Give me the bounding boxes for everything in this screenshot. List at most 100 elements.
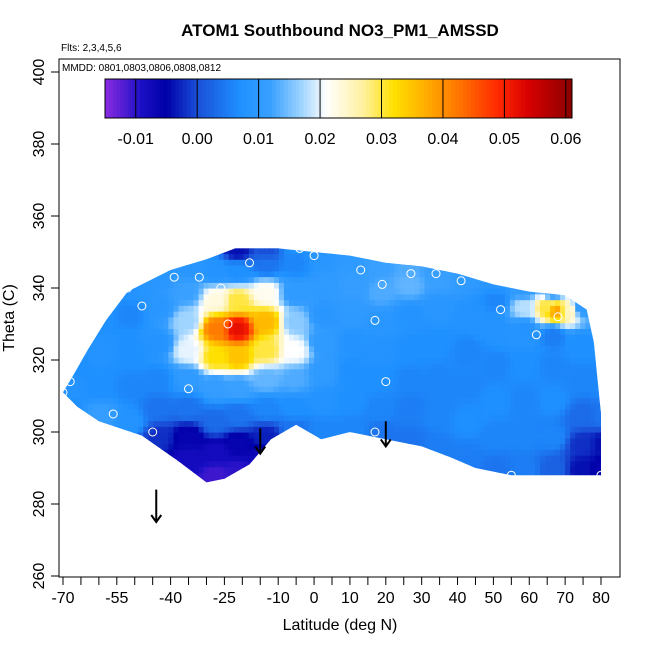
heatmap-cell: [384, 334, 390, 341]
heatmap-cell: [148, 305, 154, 312]
heatmap-cell: [499, 328, 506, 335]
heatmap-cell: [273, 385, 280, 393]
heatmap-cell: [319, 270, 325, 278]
heatmap-cell: [344, 374, 350, 381]
colorbar-swatch: [482, 79, 487, 118]
heatmap-cell: [535, 420, 541, 427]
heatmap-cell: [299, 299, 305, 306]
heatmap-cell: [283, 322, 290, 329]
heatmap-cell: [83, 374, 89, 381]
heatmap-cell: [369, 311, 375, 318]
heatmap-cell: [198, 357, 205, 364]
heatmap-cell: [273, 288, 280, 295]
heatmap-cell: [208, 426, 215, 433]
heatmap-cell: [439, 391, 446, 399]
heatmap-cell: [314, 282, 320, 289]
heatmap-cell: [354, 357, 360, 364]
heatmap-cell: [404, 334, 411, 341]
heatmap-cell: [248, 334, 255, 341]
heatmap-cell: [314, 380, 320, 387]
heatmap-cell: [565, 351, 571, 358]
heatmap-cell: [349, 391, 355, 399]
heatmap-cell: [379, 391, 385, 399]
heatmap-cell: [314, 432, 320, 439]
heatmap-cell: [580, 311, 586, 318]
heatmap-cell: [198, 265, 205, 272]
heatmap-cell: [183, 265, 190, 272]
heatmap-cell: [258, 299, 265, 306]
heatmap-cell: [238, 305, 245, 312]
heatmap-cell: [469, 374, 476, 381]
heatmap-cell: [304, 334, 310, 341]
heatmap-cell: [399, 385, 405, 393]
heatmap-cell: [394, 282, 400, 289]
heatmap-cell: [364, 397, 370, 404]
heatmap-cell: [339, 391, 345, 399]
sample-point: [137, 301, 147, 311]
heatmap-cell: [218, 374, 225, 381]
heatmap-cell: [540, 403, 546, 410]
heatmap-cell: [474, 397, 481, 404]
heatmap-cell: [419, 426, 426, 433]
heatmap-cell: [208, 397, 215, 404]
colorbar-swatch: [494, 79, 499, 118]
heatmap-cell: [223, 426, 230, 433]
heatmap-cell: [143, 374, 149, 381]
heatmap-cell: [555, 380, 561, 387]
heatmap-cell: [535, 443, 541, 450]
heatmap-cell: [545, 368, 551, 375]
heatmap-cell: [243, 385, 250, 393]
heatmap-cell: [349, 345, 355, 352]
colorbar-swatch: [404, 79, 410, 118]
heatmap-cell: [449, 316, 456, 324]
heatmap-cell: [384, 414, 390, 422]
heatmap-cell: [374, 362, 380, 370]
heatmap-cell: [334, 397, 340, 404]
heatmap-cell: [319, 432, 325, 439]
heatmap-cell: [499, 385, 506, 393]
heatmap-cell: [188, 357, 195, 364]
heatmap-cell: [198, 455, 205, 462]
heatmap-cell: [253, 276, 260, 283]
heatmap-cell: [540, 460, 546, 468]
heatmap-cell: [519, 351, 526, 358]
heatmap-cell: [434, 282, 441, 289]
heatmap-cell: [223, 432, 230, 439]
heatmap-cell: [479, 397, 486, 404]
heatmap-cell: [208, 449, 215, 456]
heatmap-cell: [514, 420, 521, 427]
heatmap-cell: [273, 253, 280, 260]
colorbar-swatch: [556, 79, 561, 118]
heatmap-cell: [158, 403, 164, 410]
heatmap-cell: [409, 305, 416, 312]
heatmap-cell: [314, 374, 320, 381]
heatmap-cell: [309, 420, 315, 427]
heatmap-cell: [168, 449, 174, 456]
heatmap-cell: [570, 466, 576, 473]
heatmap-cell: [399, 414, 405, 422]
heatmap-cell: [83, 397, 89, 404]
heatmap-cell: [545, 460, 551, 468]
heatmap-cell: [168, 305, 174, 312]
heatmap-cell: [525, 368, 531, 375]
heatmap-cell: [364, 409, 370, 416]
heatmap-cell: [585, 455, 591, 462]
heatmap-cell: [268, 276, 275, 283]
heatmap-cell: [118, 420, 124, 427]
heatmap-cell: [550, 351, 556, 358]
heatmap-cell: [404, 345, 411, 352]
heatmap-cell: [479, 420, 486, 427]
heatmap-cell: [213, 472, 220, 479]
heatmap-cell: [278, 259, 285, 266]
heatmap-cell: [509, 351, 516, 358]
heatmap-cell: [530, 362, 536, 370]
heatmap-cell: [228, 403, 235, 410]
heatmap-cell: [223, 368, 230, 375]
heatmap-cell: [148, 368, 154, 375]
heatmap-cell: [550, 391, 556, 399]
heatmap-cell: [283, 282, 290, 289]
sample-point: [148, 427, 158, 437]
heatmap-cell: [580, 362, 586, 370]
heatmap-cell: [173, 339, 180, 347]
heatmap-cell: [565, 385, 571, 393]
